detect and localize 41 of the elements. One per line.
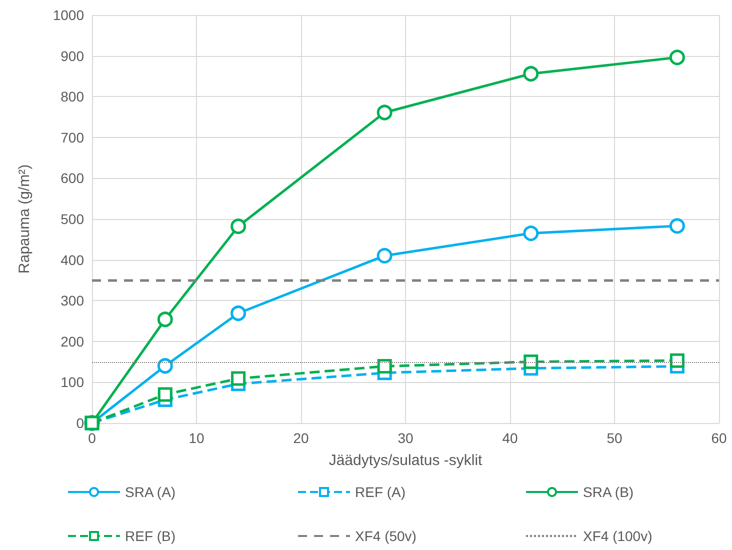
point [377,359,392,374]
y-tick-label: 600 [60,170,84,186]
x-tick-label: 30 [398,430,414,446]
y-tick-label: 800 [60,88,84,105]
y-tick-label: 100 [60,374,84,390]
y-tick-label: 200 [60,333,84,350]
legend-label: XF4 (50v) [355,528,416,544]
y-tick-label: 900 [60,48,84,64]
y-axis-title: Rapauma (g/m²) [16,164,33,274]
point [523,226,539,242]
x-tick-label: 40 [502,430,518,446]
legend-label: SRA (B) [583,484,634,500]
x-tick-label: 60 [711,430,727,446]
point [230,306,246,321]
point [158,387,172,402]
point [157,312,173,328]
point [376,248,392,264]
point [670,353,684,368]
point [157,358,173,374]
point [231,371,246,386]
x-tick-label: 0 [88,430,96,446]
point [230,218,246,234]
x-tick-label: 10 [188,430,204,446]
y-tick-label: 1000 [52,7,84,23]
y-tick-label: 500 [60,211,84,227]
point [669,218,685,234]
x-tick-label: 20 [293,430,309,446]
x-tick-label: 50 [606,430,622,446]
y-tick-label: 300 [60,292,84,309]
point [524,354,538,370]
x-axis-title: Jäädytys/sulatus -syklit [328,452,484,469]
point [669,50,685,66]
y-tick-label: 400 [60,252,84,268]
legend-label: REF (B) [125,528,176,544]
legend-label: SRA (A) [125,484,176,500]
point [376,104,392,120]
y-tick-label: 0 [76,415,84,431]
point [523,66,539,82]
legend-label: XF4 (100v) [583,528,652,544]
legend-label: REF (A) [355,484,406,500]
y-tick-label: 700 [60,129,84,146]
